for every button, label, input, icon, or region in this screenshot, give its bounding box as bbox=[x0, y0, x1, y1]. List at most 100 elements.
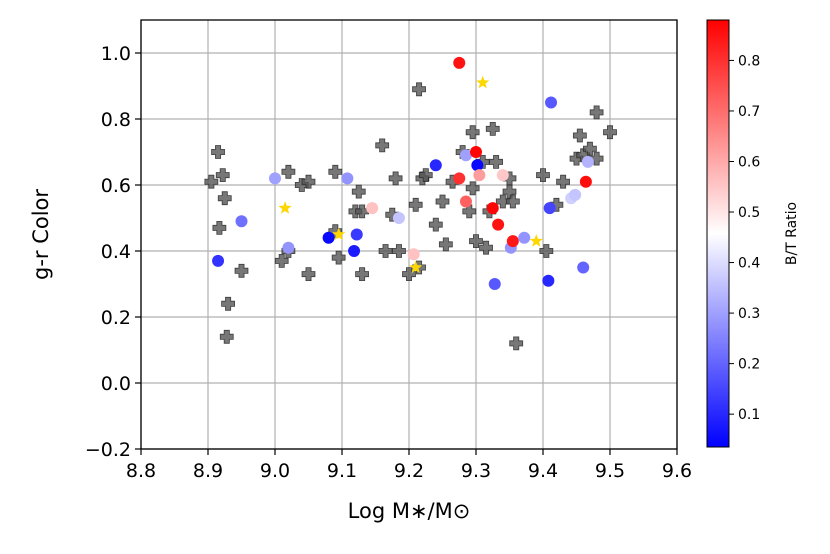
bt-ratio-point bbox=[506, 235, 519, 248]
bt-ratio-point bbox=[322, 231, 335, 244]
bt-ratio-point bbox=[350, 228, 363, 241]
colorbar-tick-label: 0.7 bbox=[738, 104, 760, 120]
plus-marker bbox=[281, 164, 296, 179]
plus-marker bbox=[412, 82, 426, 97]
plus-marker bbox=[211, 145, 225, 159]
x-tick-label: 9.4 bbox=[528, 460, 558, 482]
y-tick-label: 0.8 bbox=[101, 109, 131, 131]
bt-ratio-point bbox=[235, 215, 248, 228]
plus-marker bbox=[215, 168, 230, 182]
y-tick-label: 0.4 bbox=[101, 241, 131, 263]
plus-marker bbox=[509, 336, 524, 351]
bt-ratio-point bbox=[577, 261, 590, 274]
star-marker bbox=[476, 75, 490, 89]
colorbar-tick-label: 0.2 bbox=[738, 357, 760, 373]
bt-ratio-point bbox=[543, 202, 556, 215]
plus-marker bbox=[539, 244, 554, 258]
plus-marker bbox=[589, 105, 604, 120]
plus-marker bbox=[212, 221, 227, 235]
plus-marker bbox=[462, 204, 477, 219]
colorbar-label: B/T Ratio bbox=[784, 202, 800, 265]
bt-ratio-point bbox=[407, 248, 420, 261]
data-points bbox=[204, 56, 617, 351]
bt-ratio-point bbox=[453, 172, 466, 185]
x-tick-label: 9.1 bbox=[327, 460, 357, 482]
plus-marker bbox=[495, 194, 510, 209]
plus-marker bbox=[505, 194, 520, 209]
plus-marker bbox=[418, 168, 433, 182]
bt-ratio-point bbox=[282, 241, 295, 254]
x-tick-label: 9.6 bbox=[662, 460, 692, 482]
bt-ratio-point bbox=[545, 96, 558, 109]
plus-marker bbox=[328, 164, 343, 179]
bt-ratio-point bbox=[269, 172, 281, 185]
plus-marker bbox=[392, 244, 406, 258]
bt-ratio-point bbox=[492, 218, 505, 231]
colorbar-tick-label: 0.1 bbox=[738, 407, 760, 423]
axis-ticks: 8.8 8.9 9.0 9.1 9.2 9.3 9.4 9.5 9.6 −0.2 0.0 0.2 0.4… bbox=[85, 43, 692, 482]
y-tick-label: 1.0 bbox=[101, 43, 131, 65]
plus-marker bbox=[355, 204, 369, 219]
plus-marker bbox=[378, 244, 393, 258]
bt-ratio-point bbox=[473, 169, 486, 182]
plus-marker bbox=[572, 128, 587, 143]
bt-ratio-point bbox=[459, 149, 472, 162]
plus-marker bbox=[301, 174, 316, 189]
bt-ratio-point bbox=[348, 245, 361, 257]
plus-marker bbox=[388, 171, 403, 186]
bt-ratio-point bbox=[470, 146, 482, 158]
plus-marker bbox=[589, 151, 604, 166]
bt-ratio-point bbox=[579, 175, 592, 188]
plus-marker bbox=[221, 296, 235, 311]
plus-marker bbox=[485, 122, 500, 136]
bt-ratio-point bbox=[486, 202, 499, 215]
bt-ratio-point bbox=[341, 172, 354, 185]
colorbar-gradient-bar bbox=[706, 19, 730, 448]
star-marker bbox=[278, 201, 292, 214]
plus-marker bbox=[438, 237, 453, 252]
plus-marker bbox=[465, 125, 480, 140]
plus-marker bbox=[479, 240, 493, 255]
plus-marker bbox=[428, 217, 443, 232]
x-tick-label: 9.5 bbox=[595, 460, 625, 482]
plus-marker bbox=[217, 191, 232, 206]
plus-marker bbox=[489, 155, 503, 169]
plus-marker bbox=[469, 234, 483, 248]
bt-ratio-point bbox=[581, 155, 594, 168]
y-axis-label: g-r Color bbox=[29, 189, 53, 280]
x-axis-label: Log M∗/M⊙ bbox=[348, 499, 471, 523]
plus-marker bbox=[219, 329, 234, 344]
plus-marker bbox=[408, 197, 423, 212]
y-tick-label: −0.2 bbox=[85, 439, 131, 461]
bt-ratio-point bbox=[496, 169, 509, 182]
bt-ratio-point bbox=[429, 159, 442, 172]
bt-ratio-point bbox=[366, 202, 379, 215]
x-tick-label: 8.8 bbox=[126, 460, 156, 482]
bt-ratio-point bbox=[459, 195, 472, 208]
plus-marker bbox=[583, 141, 597, 156]
x-tick-label: 8.9 bbox=[193, 460, 223, 482]
bt-ratio-point bbox=[542, 274, 555, 287]
colorbar-tick-label: 0.4 bbox=[738, 256, 760, 272]
plus-marker bbox=[234, 263, 249, 278]
plus-marker bbox=[465, 181, 480, 196]
colorbar-tick-label: 0.6 bbox=[738, 154, 760, 170]
plus-marker bbox=[355, 267, 369, 281]
y-tick-label: 0.6 bbox=[101, 175, 131, 197]
y-tick-label: 0.0 bbox=[101, 373, 131, 395]
plus-marker bbox=[603, 125, 617, 140]
y-tick-label: 0.2 bbox=[101, 307, 131, 329]
star-marker bbox=[529, 234, 543, 247]
plus-marker bbox=[402, 267, 416, 281]
plus-marker bbox=[301, 267, 316, 281]
colorbar: 0.1 0.2 0.3 0.4 0.5 0.6 0.7 0.8 B/T Ratio bbox=[706, 19, 800, 448]
star-marker bbox=[331, 227, 346, 241]
plus-marker bbox=[375, 138, 390, 153]
bt-ratio-point bbox=[212, 254, 225, 267]
plus-marker bbox=[204, 174, 219, 189]
bt-ratio-point bbox=[471, 159, 484, 172]
bt-ratio-point bbox=[453, 56, 466, 69]
colorbar-tick-label: 0.8 bbox=[738, 53, 760, 69]
plus-marker bbox=[435, 194, 450, 209]
